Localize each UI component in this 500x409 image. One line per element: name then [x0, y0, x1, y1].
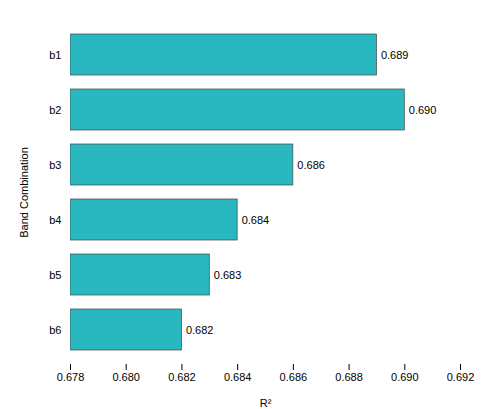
- svg-text:0.690: 0.690: [409, 104, 437, 116]
- svg-text:0.689: 0.689: [381, 49, 409, 61]
- svg-text:b3: b3: [49, 159, 61, 171]
- svg-text:0.683: 0.683: [214, 269, 242, 281]
- svg-text:b5: b5: [49, 269, 61, 281]
- svg-text:0.682: 0.682: [186, 324, 214, 336]
- svg-text:b2: b2: [49, 104, 61, 116]
- svg-text:b4: b4: [49, 214, 61, 226]
- svg-text:b6: b6: [49, 324, 61, 336]
- svg-text:0.686: 0.686: [297, 159, 325, 171]
- svg-text:0.684: 0.684: [224, 371, 252, 383]
- svg-text:R²: R²: [260, 397, 272, 409]
- svg-text:0.690: 0.690: [391, 371, 419, 383]
- svg-text:0.688: 0.688: [335, 371, 363, 383]
- svg-text:0.684: 0.684: [242, 214, 270, 226]
- svg-text:0.692: 0.692: [447, 371, 475, 383]
- svg-text:0.678: 0.678: [57, 371, 85, 383]
- svg-text:0.680: 0.680: [112, 371, 140, 383]
- svg-text:b1: b1: [49, 49, 61, 61]
- svg-text:Band Combination: Band Combination: [18, 147, 30, 238]
- svg-text:0.686: 0.686: [280, 371, 308, 383]
- svg-text:0.682: 0.682: [168, 371, 196, 383]
